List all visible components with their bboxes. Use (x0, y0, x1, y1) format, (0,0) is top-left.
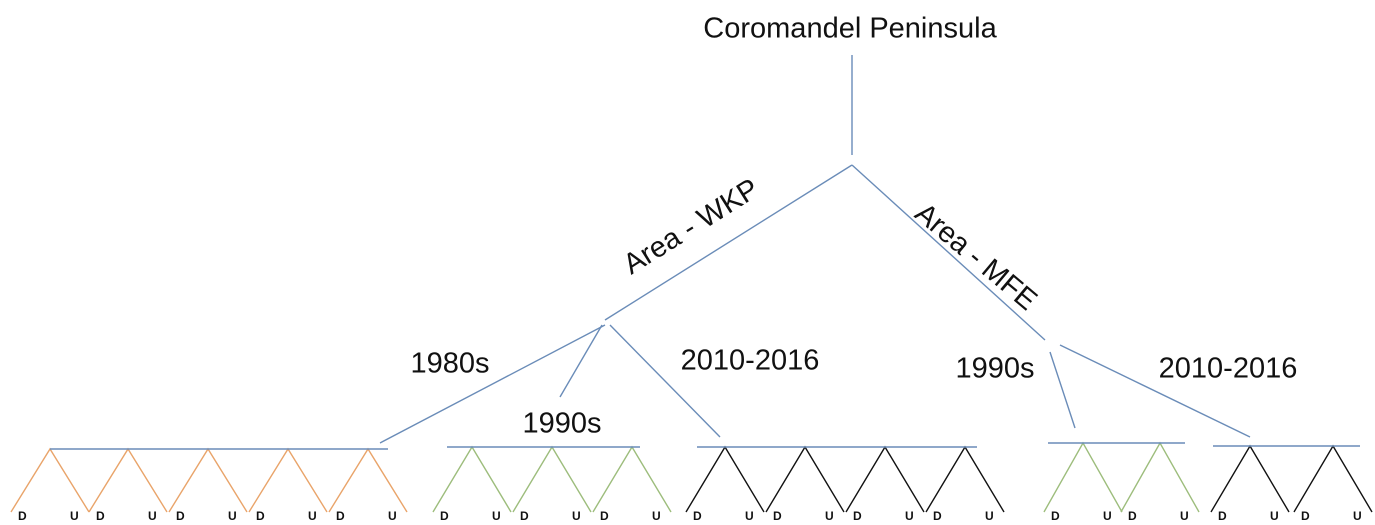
branch-line (604, 164, 853, 321)
leaf-label: U (905, 509, 914, 523)
leaf-label: U (70, 509, 79, 523)
area-label: Area - WKP (618, 173, 765, 281)
branch-line (379, 324, 606, 444)
leaf-label: D (18, 509, 27, 523)
peak (685, 445, 765, 513)
area-label: Area - MFE (909, 197, 1043, 317)
peak (432, 445, 512, 513)
leaf-label: D (693, 509, 702, 523)
peak (765, 445, 845, 513)
peak (845, 445, 925, 513)
leaf-label: U (1103, 509, 1112, 523)
branch-line (851, 164, 1046, 341)
leaf-label: D (256, 509, 265, 523)
leaf-label: U (148, 509, 157, 523)
leaf-label: U (492, 509, 501, 523)
leaf-label: D (440, 509, 449, 523)
branch-line (1049, 351, 1076, 429)
leaf-label: D (933, 509, 942, 523)
period-label: 1980s (410, 348, 489, 380)
period-label: 2010-2016 (681, 345, 820, 377)
leaf-label: U (388, 509, 397, 523)
peak (1210, 444, 1290, 513)
period-label: 1990s (522, 408, 601, 440)
leaf-label: D (1128, 509, 1137, 523)
leaf-label: D (520, 509, 529, 523)
root-label: Coromandel Peninsula (703, 13, 997, 45)
leaf-label: D (773, 509, 782, 523)
peak (1293, 444, 1373, 513)
leaf-label: U (1270, 509, 1279, 523)
leaf-label: U (228, 509, 237, 523)
peak (512, 445, 592, 513)
peak (10, 447, 90, 513)
peak (1043, 441, 1123, 513)
leaf-label: U (745, 509, 754, 523)
leaf-label: D (336, 509, 345, 523)
peak (592, 445, 672, 513)
period-label: 1990s (955, 353, 1034, 385)
peak (925, 445, 1005, 513)
leaf-label: D (1218, 509, 1227, 523)
leaf-label: D (853, 509, 862, 523)
peak (1120, 441, 1200, 513)
leaf-label: U (652, 509, 661, 523)
leaf-label: D (1051, 509, 1060, 523)
leaf-label: D (600, 509, 609, 523)
peak (168, 447, 248, 513)
leaf-label: U (308, 509, 317, 523)
period-label: 2010-2016 (1159, 353, 1298, 385)
leaf-label: U (1353, 509, 1362, 523)
leaf-label: U (1180, 509, 1189, 523)
peak (88, 447, 168, 513)
branch-line (1059, 344, 1251, 438)
leaf-label: D (96, 509, 105, 523)
leaf-label: U (572, 509, 581, 523)
leaf-label: D (176, 509, 185, 523)
leaf-label: U (825, 509, 834, 523)
leaf-label: U (985, 509, 994, 523)
peak (248, 447, 328, 513)
peak (328, 447, 408, 513)
branch-line (559, 324, 603, 398)
branch-line (609, 324, 721, 438)
leaf-label: D (1301, 509, 1310, 523)
